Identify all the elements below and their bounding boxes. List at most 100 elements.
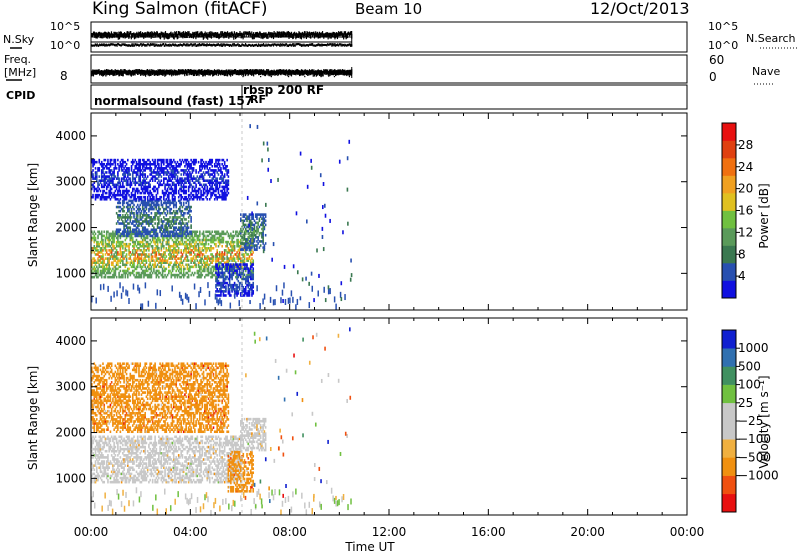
echo-cell: [172, 244, 175, 248]
echo-cell: [184, 236, 186, 240]
echo-cell: [144, 167, 146, 170]
echo-cell: [156, 209, 159, 213]
freq-sample: [118, 70, 120, 77]
nsky-sample: [265, 32, 267, 37]
echo-cell: [202, 187, 205, 191]
echo-cell: [194, 158, 196, 162]
echo-cell: [95, 242, 98, 246]
echo-cell: [203, 162, 206, 166]
echo-cell: [92, 169, 94, 172]
nsky-sample: [274, 33, 276, 38]
nsearch-sample: [221, 43, 223, 46]
echo-cell: [222, 271, 225, 275]
echo-cell: [216, 263, 219, 266]
nsearch-sample: [311, 43, 313, 46]
echo-cell: [226, 244, 228, 248]
echo-cell: [94, 195, 97, 199]
freq-sample: [92, 70, 95, 77]
nsearch-sample: [171, 44, 173, 47]
echo-cell: [232, 269, 235, 273]
echo-cell: [160, 234, 163, 238]
echo-cell: [139, 263, 142, 267]
echo-cell: [223, 294, 226, 297]
echo-cell: [190, 167, 192, 170]
nsearch-sample: [305, 44, 308, 47]
echo-cell: [107, 230, 109, 234]
echo-cell: [231, 234, 233, 238]
nsky-sample: [344, 31, 346, 37]
echo-cell: [237, 275, 240, 279]
echo-cell: [211, 265, 214, 269]
echo-cell: [181, 261, 184, 264]
echo-cell: [247, 253, 250, 256]
nsky-sample: [122, 33, 124, 38]
echo-cell: [128, 193, 130, 197]
echo-cell: [186, 205, 189, 209]
echo-cell: [118, 240, 120, 244]
nsearch-sample: [346, 44, 348, 47]
echo-cell: [197, 187, 200, 191]
echo-cell: [175, 273, 178, 277]
echo-cell: [210, 275, 212, 279]
freq-sample: [237, 70, 239, 76]
nsearch-sample: [339, 43, 341, 46]
echo-cell: [240, 261, 242, 264]
echo-cell: [210, 257, 212, 260]
echo-cell: [107, 259, 109, 262]
nsky-sample: [181, 32, 183, 38]
echo-cell: [143, 257, 145, 260]
echo-cell: [115, 263, 118, 267]
echo-cell: [105, 197, 108, 201]
echo-cell: [195, 191, 197, 195]
freq-sample: [212, 70, 214, 77]
nsky-sample: [92, 33, 94, 38]
nsearch-sample: [153, 43, 155, 46]
echo-cell: [163, 259, 165, 262]
echo-cell: [131, 240, 134, 244]
cpid-mode1-suffix: RF: [250, 93, 266, 106]
nsearch-sample: [209, 43, 211, 46]
nsky-sample: [168, 33, 170, 39]
echo-cell: [127, 230, 129, 234]
echo-cell: [140, 249, 143, 252]
echo-cell: [148, 222, 150, 225]
echo-cell: [175, 179, 178, 182]
nsearch-sample: [195, 44, 197, 47]
echo-cell: [136, 203, 139, 207]
echo-cell: [150, 169, 153, 172]
echo-cell: [238, 285, 241, 289]
echo-cell: [206, 249, 209, 252]
echo-cell: [176, 251, 179, 254]
echo-cell: [216, 294, 219, 297]
echo-cell: [228, 277, 231, 281]
echo-cell: [100, 173, 103, 176]
echo-cell: [201, 269, 204, 273]
echo-cell: [186, 158, 189, 162]
echo-cell: [114, 269, 117, 273]
echo-cell: [149, 238, 151, 242]
echo-cell: [174, 228, 176, 232]
nsearch-sample: [177, 44, 179, 47]
echo-cell: [145, 218, 148, 221]
freq-sample: [201, 69, 203, 75]
echo-cell: [138, 261, 140, 264]
echo-cell: [174, 173, 176, 176]
echo-cell: [93, 238, 96, 242]
echo-cell: [202, 249, 205, 252]
nsearch-sample: [190, 43, 193, 46]
echo-cell: [230, 244, 232, 248]
nsearch-sample: [125, 44, 127, 47]
echo-cell: [182, 169, 185, 172]
freq-sample: [97, 69, 100, 74]
echo-cell: [150, 211, 153, 215]
echo-cell: [155, 173, 158, 176]
echo-cell: [153, 185, 155, 189]
freq-sample: [100, 70, 103, 76]
nsearch-sample: [223, 43, 225, 46]
echo-cell: [174, 226, 176, 229]
echo-cell: [129, 177, 132, 180]
echo-cell: [139, 211, 142, 215]
echo-cell: [238, 267, 241, 270]
nsearch-sample: [184, 44, 186, 47]
echo-cell: [187, 263, 190, 267]
